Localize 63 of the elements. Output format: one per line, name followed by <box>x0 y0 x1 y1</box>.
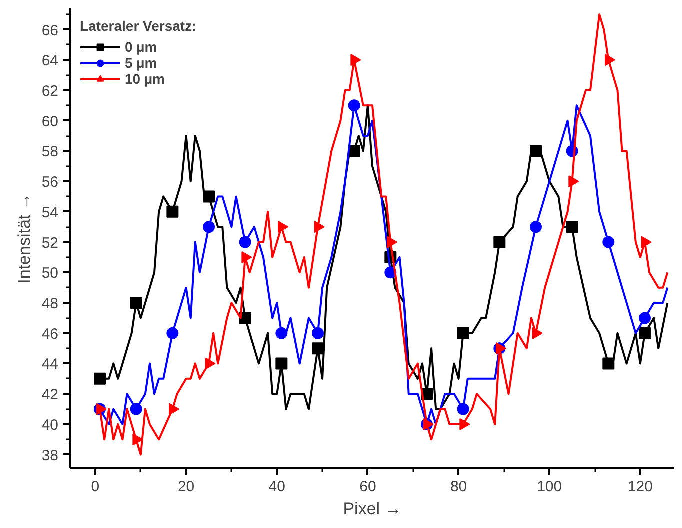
y-tick-label: 54 <box>42 204 59 222</box>
point <box>350 54 362 66</box>
y-tick-label: 42 <box>42 386 59 404</box>
point <box>239 236 252 248</box>
point <box>276 327 288 340</box>
y-tick-label: 62 <box>42 82 59 100</box>
y-tick-label: 44 <box>42 356 59 374</box>
point <box>242 251 252 264</box>
y-tick-label: 56 <box>42 174 59 192</box>
point <box>457 327 470 340</box>
y-tick-label: 48 <box>42 296 59 313</box>
point <box>314 221 325 234</box>
point <box>348 100 360 112</box>
point <box>532 327 543 340</box>
point <box>205 358 216 370</box>
point <box>94 372 106 385</box>
point <box>276 358 288 370</box>
point <box>602 358 615 370</box>
y-axis-title: Intensität → <box>14 193 34 284</box>
point <box>203 190 216 203</box>
y-tick-label: 40 <box>42 416 59 434</box>
y-tick-label: 50 <box>42 265 59 282</box>
x-tick-label: 40 <box>268 478 286 496</box>
point <box>530 221 542 234</box>
point <box>494 236 506 248</box>
y-tick-label: 64 <box>42 52 59 70</box>
x-tick-label: 20 <box>178 478 195 496</box>
point <box>203 221 216 234</box>
legend-label: 0 µm <box>125 39 158 55</box>
legend-label: 5 µm <box>125 55 158 71</box>
legend-title: Lateraler Versatz: <box>80 18 197 34</box>
y-tick-label: 52 <box>42 234 59 252</box>
y-tick-label: 58 <box>42 144 59 161</box>
point <box>169 403 180 416</box>
y-tick-label: 38 <box>42 447 59 464</box>
x-tick-label: 80 <box>450 478 468 496</box>
point <box>166 327 179 340</box>
y-tick-label: 66 <box>42 22 59 40</box>
x-tick-label: 100 <box>537 478 562 496</box>
point <box>460 418 470 430</box>
legend-label: 10 µm <box>125 71 165 87</box>
point <box>638 312 651 324</box>
point <box>566 221 578 234</box>
x-axis-title: Pixel → <box>343 500 402 518</box>
point <box>130 297 142 310</box>
point <box>602 236 615 248</box>
point <box>457 403 470 416</box>
point <box>530 145 542 158</box>
point <box>604 54 616 66</box>
y-tick-label: 60 <box>42 113 59 130</box>
point <box>166 206 179 218</box>
point <box>312 342 324 355</box>
point <box>641 236 652 248</box>
x-tick-label: 0 <box>91 478 100 496</box>
x-tick-label: 120 <box>628 478 653 496</box>
y-tick-label: 46 <box>42 326 59 343</box>
point <box>130 403 142 416</box>
point <box>568 176 580 188</box>
point <box>312 327 324 340</box>
x-tick-label: 60 <box>360 478 376 496</box>
point <box>278 221 289 234</box>
point <box>638 327 651 340</box>
point <box>386 236 398 248</box>
